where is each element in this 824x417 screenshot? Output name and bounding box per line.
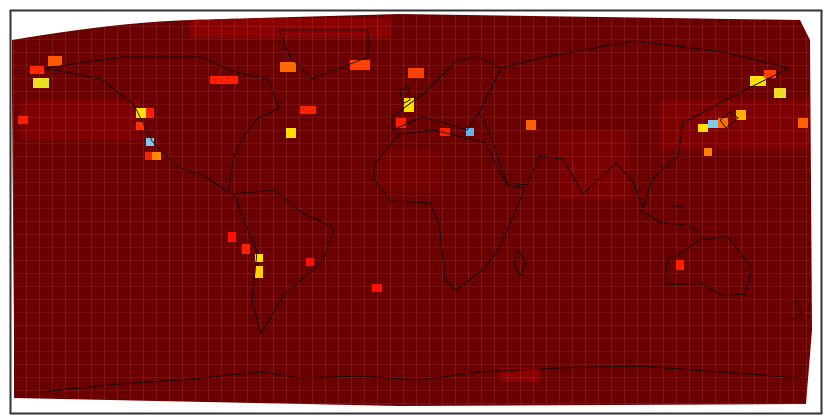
cell	[255, 266, 263, 278]
cell	[255, 254, 263, 262]
cell	[764, 70, 776, 78]
cell	[396, 118, 406, 128]
cell	[718, 118, 728, 128]
cell	[18, 116, 28, 124]
cell	[210, 76, 238, 84]
japan	[719, 111, 739, 129]
cell	[306, 258, 314, 266]
cell	[228, 232, 236, 242]
cell	[242, 244, 250, 254]
cell	[146, 108, 154, 118]
frame	[9, 9, 823, 415]
cell	[33, 78, 49, 88]
uk	[399, 85, 411, 105]
cell	[440, 128, 450, 136]
indonesia	[639, 204, 701, 233]
cell	[676, 260, 684, 270]
cell	[408, 68, 424, 78]
new-zealand	[791, 299, 803, 321]
cell	[145, 152, 152, 160]
africa	[373, 129, 526, 291]
antarctica	[39, 365, 801, 393]
cell	[136, 122, 144, 130]
cell	[466, 128, 474, 136]
cell	[704, 148, 712, 156]
cell	[736, 110, 746, 120]
cell	[136, 108, 146, 118]
greenland	[278, 29, 369, 80]
cell	[372, 284, 382, 292]
cell	[526, 120, 536, 130]
asia	[478, 40, 790, 209]
highlight-cells	[18, 56, 808, 292]
cell	[146, 138, 154, 146]
cell	[350, 60, 370, 70]
cell	[152, 152, 161, 160]
cell	[708, 120, 718, 128]
south-america	[233, 189, 335, 335]
cell	[750, 76, 766, 86]
madagascar	[513, 249, 527, 277]
europe	[391, 56, 502, 131]
cell	[300, 106, 316, 114]
australia	[664, 235, 753, 297]
cell	[30, 66, 44, 74]
cell	[280, 62, 296, 72]
cell	[774, 88, 786, 98]
cell	[798, 118, 808, 128]
north-america	[44, 56, 280, 193]
cell	[286, 128, 296, 138]
cell	[698, 124, 708, 132]
coastlines	[39, 29, 803, 393]
cell	[404, 98, 414, 112]
cell	[48, 56, 62, 66]
